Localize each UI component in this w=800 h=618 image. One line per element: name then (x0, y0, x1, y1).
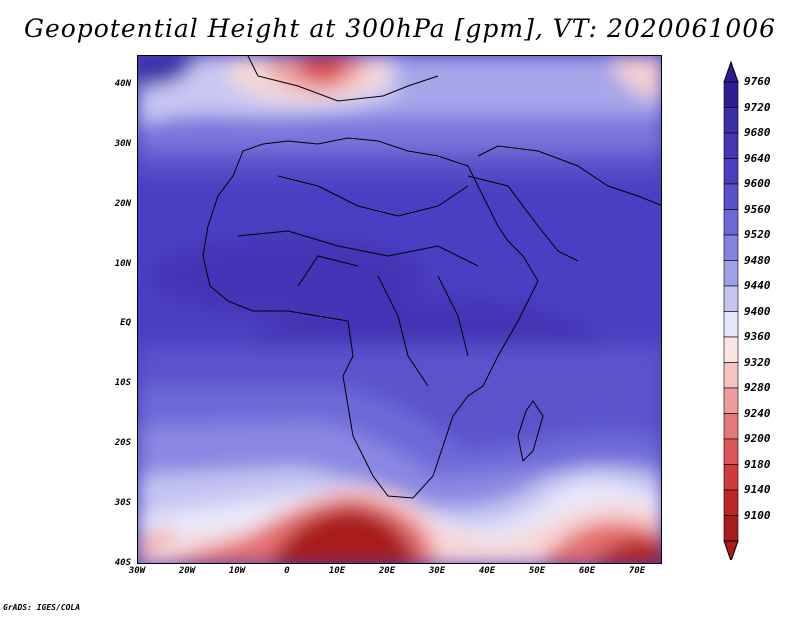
geopotential-map (138, 56, 661, 563)
lon-tick-label: 20E (378, 566, 396, 576)
colorbar-swatch (723, 311, 739, 338)
colorbar-swatch (723, 464, 739, 491)
lon-tick-label: 0 (284, 566, 290, 576)
colorbar-label: 9200 (744, 432, 771, 445)
colorbar-swatch (723, 132, 739, 159)
chart-title: Geopotential Height at 300hPa [gpm], VT:… (23, 14, 777, 43)
colorbar-swatch (723, 438, 739, 465)
colorbar-label: 9520 (744, 228, 771, 241)
lon-tick-label: 30W (128, 566, 146, 576)
colorbar-swatch (723, 183, 739, 210)
lon-tick-label: 10W (228, 566, 246, 576)
colorbar-label: 9360 (744, 330, 771, 343)
colorbar-label: 9140 (744, 483, 771, 496)
colorbar-swatch (723, 107, 739, 134)
colorbar-swatch (723, 515, 739, 542)
colorbar-swatch (723, 158, 739, 185)
lon-tick-label: 20W (178, 566, 196, 576)
colorbar-swatch (723, 285, 739, 312)
lat-tick-label: 20S (114, 438, 131, 449)
lat-tick-label: 10N (114, 258, 131, 269)
lon-tick-label: 30E (428, 566, 446, 576)
lon-tick-label: 10E (328, 566, 346, 576)
colorbar-label: 9400 (744, 304, 771, 318)
lat-tick-label: EQ (120, 318, 131, 329)
colorbar-label: 9760 (744, 75, 771, 88)
colorbar-label: 9480 (744, 253, 771, 267)
colorbar-label: 9600 (744, 177, 771, 190)
colorbar-label: 9440 (744, 279, 771, 292)
lon-tick-label: 70E (628, 566, 646, 576)
grads-credit: GrADS: IGES/COLA (3, 603, 81, 612)
lat-tick-label: 30S (114, 498, 131, 509)
lon-tick-label: 50E (528, 566, 546, 576)
colorbar-swatch (723, 260, 739, 287)
colorbar-swatch (723, 489, 739, 516)
lat-tick-label: 30N (114, 138, 131, 149)
colorbar-bottom-arrow (723, 540, 739, 560)
colorbar-label: 9680 (744, 126, 771, 139)
lat-tick-label: 40S (114, 558, 131, 568)
map-plot-area (137, 55, 662, 564)
colorbar-swatch (723, 413, 739, 440)
colorbar-label: 9320 (744, 355, 771, 369)
colorbar-label: 9720 (744, 100, 771, 114)
colorbar-swatch (723, 209, 739, 236)
colorbar-swatch (723, 234, 739, 261)
colorbar-label: 9100 (744, 508, 771, 522)
colorbar-label: 9240 (744, 406, 771, 420)
colorbar-label: 9560 (744, 202, 771, 216)
lat-tick-label: 20N (114, 198, 131, 209)
lon-tick-label: 40E (478, 566, 496, 576)
colorbar-swatch (723, 362, 739, 389)
colorbar-top-arrow (723, 60, 739, 83)
colorbar-swatch (723, 81, 739, 108)
lon-tick-label: 60E (578, 566, 596, 576)
colorbar-label: 9280 (744, 381, 771, 394)
lat-tick-label: 10S (114, 378, 131, 389)
colorbar-swatch (723, 387, 739, 414)
colorbar-swatch (723, 336, 739, 363)
colorbar (723, 60, 739, 560)
colorbar-label: 9180 (744, 457, 771, 471)
colorbar-label: 9640 (744, 151, 771, 165)
lat-tick-label: 40N (114, 78, 131, 89)
